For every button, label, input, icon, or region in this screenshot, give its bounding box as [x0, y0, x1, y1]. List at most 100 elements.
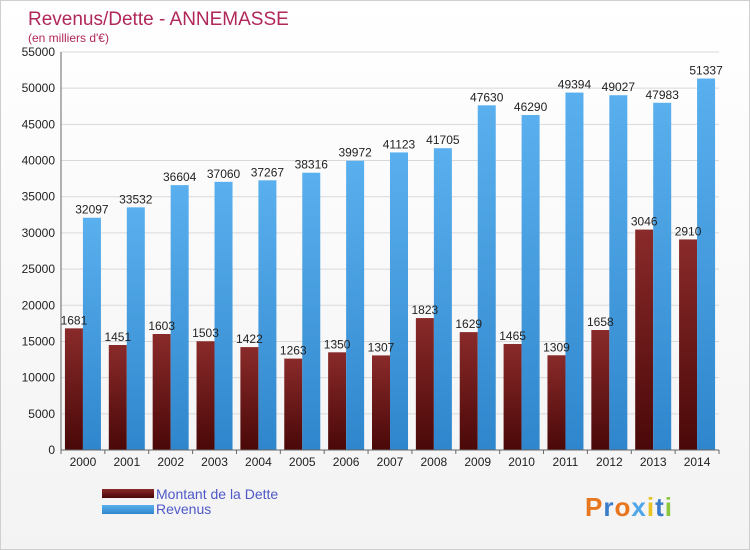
bar-debt: [635, 229, 654, 450]
bar-debt: [503, 343, 522, 450]
data-label: 41705: [426, 133, 460, 147]
data-label: 47630: [470, 90, 504, 104]
bar-debt: [240, 347, 259, 450]
data-label: 39972: [338, 146, 372, 160]
data-label: 33532: [119, 192, 153, 206]
data-label: 3046: [631, 215, 658, 229]
data-label: 1309: [543, 340, 570, 354]
bar-debt: [547, 355, 566, 450]
proxiti-logo: Proxiti: [585, 492, 673, 522]
data-label: 1658: [587, 315, 614, 329]
bar-revenus: [302, 172, 321, 450]
bar-revenus: [214, 181, 233, 450]
x-tick-label: 2000: [70, 455, 97, 469]
bar-revenus: [433, 148, 452, 450]
logo-text: Proxiti: [585, 492, 673, 522]
legend: Montant de la Dette Revenus: [102, 486, 278, 517]
data-label: 32097: [75, 203, 109, 217]
data-label: 51337: [689, 64, 723, 78]
legend-label-revenus: Revenus: [156, 501, 211, 517]
data-label: 46290: [514, 100, 548, 114]
y-tick-label: 0: [48, 443, 55, 457]
bar-debt: [284, 358, 303, 450]
data-label: 36604: [163, 170, 197, 184]
x-tick-label: 2003: [201, 455, 228, 469]
data-label: 37267: [251, 165, 285, 179]
bar-debt: [196, 341, 215, 450]
bar-debt: [152, 334, 171, 450]
bar-debt: [459, 332, 478, 450]
bar-revenus: [258, 180, 277, 450]
y-tick-label: 5000: [28, 407, 55, 421]
y-tick-label: 50000: [22, 81, 56, 95]
x-tick-label: 2008: [421, 455, 448, 469]
bar-debt: [415, 318, 434, 450]
x-tick-label: 2012: [596, 455, 623, 469]
data-label: 1465: [499, 329, 526, 343]
bar-debt: [328, 352, 347, 450]
x-tick-label: 2009: [464, 455, 491, 469]
data-label: 1263: [280, 344, 307, 358]
bar-debt: [108, 345, 127, 450]
y-axis-ticks: 0 5000 10000 15000 20000 25000 30000 35000 40000…: [22, 45, 56, 457]
bar-revenus: [126, 207, 145, 450]
x-tick-label: 2004: [245, 455, 272, 469]
data-label: 49027: [602, 80, 636, 94]
bar-revenus: [521, 115, 540, 451]
y-tick-label: 30000: [22, 226, 56, 240]
bar-revenus: [565, 92, 584, 451]
data-label: 1681: [61, 313, 88, 327]
bar-revenus: [653, 102, 672, 451]
x-tick-label: 2006: [333, 455, 360, 469]
data-labels: 1681 32097 1451 33532 1603 36604 1503 37060 1422…: [61, 64, 723, 358]
data-label: 38316: [295, 158, 329, 172]
legend-swatch-revenus: [102, 505, 154, 514]
bar-debt: [372, 355, 390, 450]
data-label: 1823: [412, 303, 439, 317]
x-axis-ticks: 2000 2001 2002 2003 2004 2005 2006 2007 2008 2009…: [60, 450, 720, 469]
legend-label-debt: Montant de la Dette: [156, 486, 278, 502]
x-tick-label: 2007: [377, 455, 404, 469]
y-tick-label: 55000: [22, 45, 56, 59]
y-tick-label: 20000: [22, 298, 56, 312]
y-tick-label: 40000: [22, 154, 56, 168]
x-tick-label: 2002: [157, 455, 184, 469]
bar-revenus: [697, 78, 716, 450]
data-label: 49394: [558, 78, 592, 92]
data-label: 1629: [455, 317, 482, 331]
bars: [64, 78, 716, 451]
bar-revenus: [170, 185, 189, 450]
legend-swatch-debt: [102, 489, 154, 498]
data-label: 1503: [192, 326, 219, 340]
data-label: 2910: [675, 224, 702, 238]
x-tick-label: 2010: [508, 455, 535, 469]
y-tick-label: 45000: [22, 117, 56, 131]
bar-revenus: [390, 152, 408, 451]
bar-debt: [591, 330, 610, 450]
bar-debt: [64, 328, 83, 450]
data-label: 41123: [383, 137, 416, 151]
x-tick-label: 2011: [553, 455, 579, 469]
data-label: 37060: [207, 167, 241, 181]
y-tick-label: 35000: [22, 190, 56, 204]
y-tick-label: 15000: [22, 334, 56, 348]
x-tick-label: 2014: [684, 455, 711, 469]
x-tick-label: 2001: [113, 455, 140, 469]
chart-title: Revenus/Dette - ANNEMASSE: [28, 9, 289, 30]
data-label: 47983: [646, 88, 680, 102]
data-label: 1350: [324, 337, 351, 351]
bar-revenus: [609, 95, 628, 450]
bar-debt: [679, 239, 698, 450]
y-tick-label: 10000: [22, 371, 56, 385]
data-label: 1422: [236, 332, 263, 346]
bar-revenus: [346, 160, 365, 450]
y-tick-label: 25000: [22, 262, 56, 276]
x-tick-label: 2005: [289, 455, 316, 469]
data-label: 1451: [104, 330, 131, 344]
x-tick-label: 2013: [640, 455, 667, 469]
bar-revenus: [82, 217, 101, 450]
data-label: 1603: [148, 319, 175, 333]
chart-subtitle: (en milliers d'€): [28, 31, 109, 45]
